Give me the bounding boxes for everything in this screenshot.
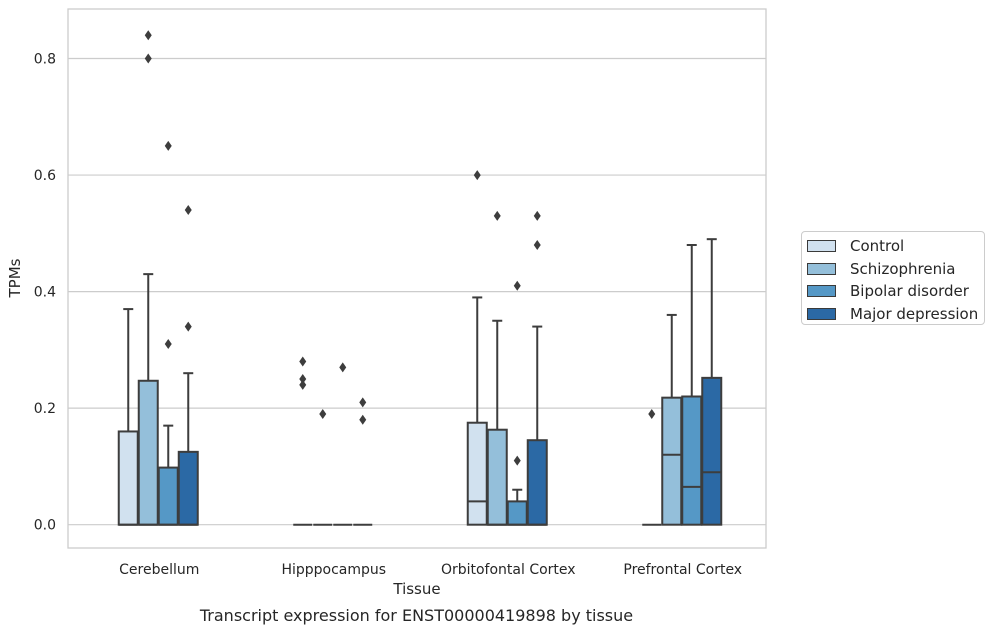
outlier-point [299,356,307,367]
box-2-1 [333,362,353,526]
y-tick-labels: 0.0 0.2 0.4 0.6 0.8 [34,52,56,534]
box-2-0 [157,140,179,526]
box-2-2 [506,280,528,526]
outlier-point [533,239,541,250]
box-1-1 [313,408,333,526]
box-body [526,439,548,526]
legend-label: Control [850,237,905,256]
outlier-point [164,140,172,151]
outlier-point [533,210,541,221]
outlier-point [359,414,367,425]
outlier-point [144,53,152,64]
legend-item: Schizophrenia [807,258,984,281]
boxes [117,30,723,526]
box-body [701,376,723,526]
outlier-point [184,205,192,216]
outlier-point [339,362,347,373]
outlier-point [144,30,152,41]
outlier-point [493,210,501,221]
legend-item: Bipolar disorder [807,280,984,303]
x-tick-labels: Cerebellum Hipppocampus Orbitofontal Corte… [119,562,742,578]
x-axis-label: Tissue [392,580,440,598]
x-tick-label: Orbitofontal Cortex [441,562,576,578]
y-axis-label: TPMs [6,258,24,298]
outlier-point [648,408,656,419]
legend-swatch [807,240,836,253]
box-3-0 [177,205,199,526]
box-body [466,421,488,526]
box-2-3 [681,243,703,526]
legend-swatch [807,262,836,275]
box-1-3 [661,313,683,526]
legend-label: Major depression [850,304,979,323]
box-body [157,466,179,526]
outlier-point [473,170,481,181]
legend-label: Schizophrenia [850,259,956,278]
box-body [506,500,528,526]
box-body [117,430,139,526]
box-body [681,395,703,526]
outlier-point [164,339,172,350]
y-tick-label: 0.0 [34,518,56,534]
outlier-point [513,280,521,291]
outlier-point [299,379,307,390]
y-tick-label: 0.2 [34,401,56,417]
box-3-3 [701,238,723,526]
box-body [661,396,683,526]
outlier-point [184,321,192,332]
x-tick-label: Cerebellum [119,562,199,578]
box-3-2 [526,210,548,526]
box-body [486,428,508,526]
x-tick-label: Hipppocampus [281,562,386,578]
outlier-point [359,397,367,408]
legend: Control Schizophrenia Bipolar disorder Majo… [801,231,985,325]
legend-swatch [807,307,836,320]
legend-swatch [807,285,836,298]
box-body [177,450,199,526]
box-0-2 [466,170,488,526]
box-3-1 [353,397,373,526]
y-tick-label: 0.6 [34,168,56,184]
box-1-2 [486,210,508,526]
y-tick-label: 0.8 [34,52,56,68]
box-0-3 [642,408,662,526]
chart-caption: Transcript expression for ENST0000041989… [199,606,634,625]
outlier-point [319,408,327,419]
legend-item: Major depression [807,303,984,326]
y-tick-label: 0.4 [34,285,56,301]
plot-frame [67,8,767,549]
box-0-0 [117,308,139,526]
box-1-0 [137,30,159,526]
box-0-1 [293,356,313,526]
outlier-point [299,374,307,385]
outlier-point [513,455,521,466]
legend-item: Control [807,235,984,258]
x-tick-label: Prefrontal Cortex [623,562,742,578]
legend-label: Bipolar disorder [850,282,969,301]
box-body [137,379,159,526]
